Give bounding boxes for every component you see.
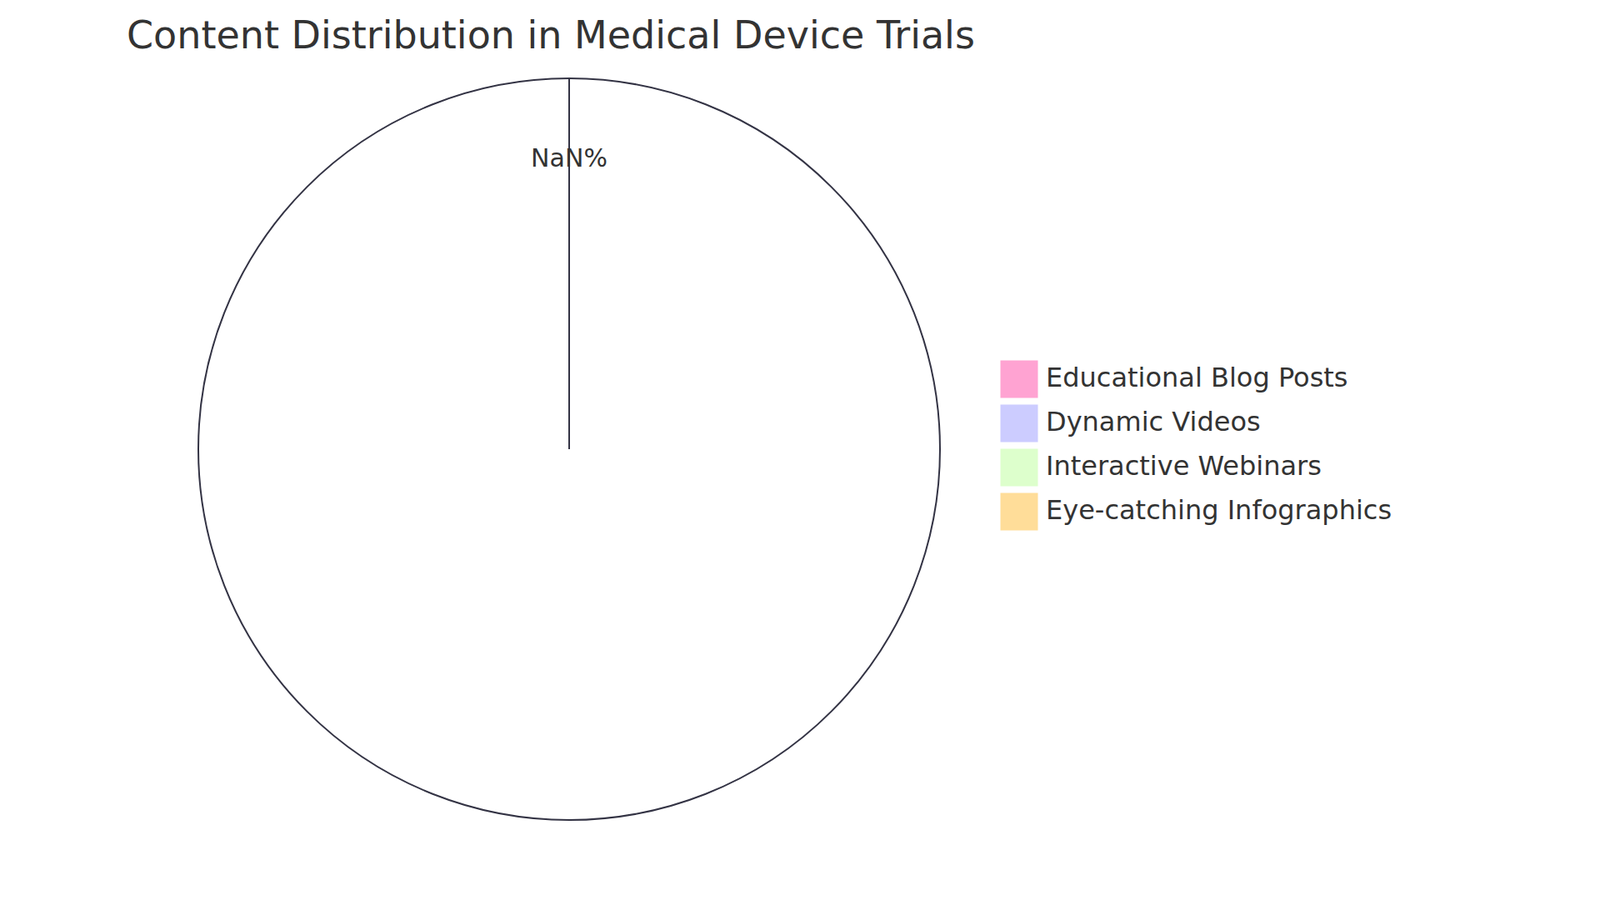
pie-outline	[198, 78, 940, 820]
pie-seam	[568, 78, 570, 450]
legend-swatch	[1000, 493, 1038, 530]
legend-item: Educational Blog Posts	[1000, 360, 1349, 398]
legend-label: Interactive Webinars	[1045, 450, 1322, 482]
legend-swatch	[1000, 449, 1038, 486]
legend-item: Eye-catching Infographics	[1000, 493, 1392, 530]
legend-label: Dynamic Videos	[1045, 405, 1261, 438]
chart: Content Distribution in Medical Device T…	[0, 0, 1600, 900]
legend-label: Educational Blog Posts	[1045, 361, 1349, 394]
legend-swatch	[1000, 405, 1038, 442]
legend-label: Eye-catching Infographics	[1045, 494, 1392, 526]
legend-item: Interactive Webinars	[1000, 449, 1322, 486]
legend: Educational Blog Posts Dynamic Videos Inte…	[1000, 360, 1392, 530]
title: Content Distribution in Medical Device T…	[126, 12, 975, 58]
legend-swatch	[1000, 360, 1038, 398]
annotation: NaN%	[530, 143, 608, 173]
legend-item: Dynamic Videos	[1000, 405, 1261, 442]
